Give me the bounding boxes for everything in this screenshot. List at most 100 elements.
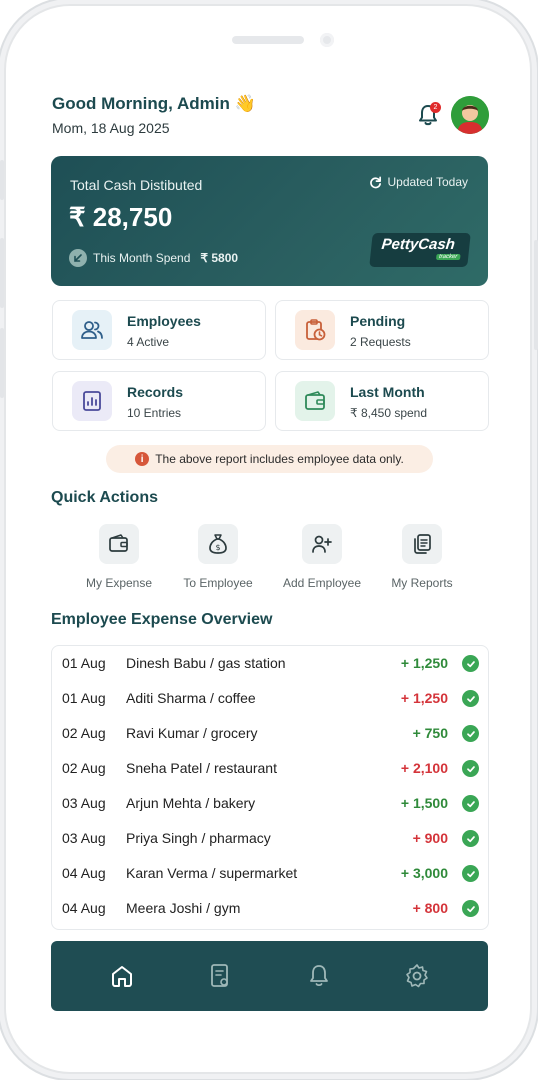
list-item[interactable]: 02 Aug Sneha Patel / restaurant + 2,100 — [52, 751, 488, 786]
row-amount: + 800 — [412, 900, 448, 916]
quick-actions-title: Quick Actions — [51, 489, 158, 506]
row-description: Meera Joshi / gym — [126, 900, 241, 916]
tile-last-month[interactable]: Last Month ₹ 8,450 spend — [275, 371, 489, 431]
money-bag-icon: $ — [198, 524, 238, 564]
side-button — [0, 238, 4, 308]
bottom-nav — [51, 941, 488, 1011]
card-amount: ₹ 28,750 — [69, 202, 173, 232]
month-spend-value: ₹ 5800 — [200, 251, 239, 265]
list-item[interactable]: 02 Aug Ravi Kumar / grocery + 750 — [52, 716, 488, 751]
tile-subtitle: ₹ 8,450 spend — [350, 406, 428, 420]
tile-title: Pending — [350, 313, 406, 329]
side-button — [0, 328, 4, 398]
check-icon — [462, 725, 479, 742]
row-date: 02 Aug — [62, 725, 106, 741]
updated-label: Updated Today — [387, 175, 468, 189]
row-amount: + 3,000 — [400, 865, 448, 881]
row-date: 03 Aug — [62, 795, 106, 811]
list-item[interactable]: 01 Aug Aditi Sharma / coffee + 1,250 — [52, 681, 488, 716]
home-icon[interactable] — [108, 962, 136, 990]
row-description: Arjun Mehta / bakery — [126, 795, 256, 811]
row-date: 01 Aug — [62, 690, 106, 706]
tile-title: Records — [127, 384, 184, 400]
tile-records[interactable]: Records 10 Entries — [52, 371, 266, 431]
check-icon — [462, 865, 479, 882]
info-notice: i The above report includes employee dat… — [106, 445, 433, 473]
check-icon — [462, 760, 479, 777]
list-item[interactable]: 03 Aug Arjun Mehta / bakery + 1,500 — [52, 786, 488, 821]
row-date: 03 Aug — [62, 830, 106, 846]
tile-employees[interactable]: Employees 4 Active — [52, 300, 266, 360]
side-button — [0, 160, 4, 200]
row-date: 01 Aug — [62, 655, 106, 671]
quick-action-label: Add Employee — [282, 576, 362, 590]
check-icon — [462, 900, 479, 917]
tile-title: Employees — [127, 313, 201, 329]
check-icon — [462, 830, 479, 847]
wallet-icon — [99, 524, 139, 564]
card-title: Total Cash Distibuted — [70, 177, 203, 193]
row-date: 02 Aug — [62, 760, 106, 776]
documents-icon — [402, 524, 442, 564]
check-icon — [462, 655, 479, 672]
row-description: Karan Verma / supermarket — [126, 865, 298, 881]
total-cash-card: Total Cash Distibuted ₹ 28,750 Updated T… — [51, 156, 488, 286]
notice-text: The above report includes employee data … — [155, 452, 404, 466]
quick-action-label: My Reports — [391, 576, 453, 590]
avatar-icon — [451, 96, 489, 134]
tile-subtitle: 4 Active — [127, 335, 170, 349]
overview-title: Employee Expense Overview — [51, 611, 273, 628]
svg-text:$: $ — [215, 543, 220, 552]
row-date: 04 Aug — [62, 865, 106, 881]
pettycash-logo: PettyCash tracker — [369, 233, 471, 267]
info-icon: i — [135, 452, 150, 466]
row-date: 04 Aug — [62, 900, 106, 916]
add-user-icon — [302, 524, 342, 564]
tile-subtitle: 2 Requests — [350, 335, 411, 349]
check-icon — [462, 690, 479, 707]
logo-sub: tracker — [435, 254, 461, 260]
tile-subtitle: 10 Entries — [127, 406, 182, 420]
row-amount: + 750 — [412, 725, 448, 741]
list-item[interactable]: 03 Aug Priya Singh / pharmacy + 900 — [52, 821, 488, 856]
list-item[interactable]: 04 Aug Meera Joshi / gym + 800 — [52, 891, 488, 926]
quick-action-to-employee[interactable]: $ To Employee — [166, 524, 270, 590]
month-spend: This Month Spend ₹ 5800 — [69, 249, 238, 267]
list-item[interactable]: 01 Aug Dinesh Babu / gas station + 1,250 — [52, 646, 488, 681]
month-spend-label: This Month Spend — [93, 251, 191, 265]
speaker-bar — [232, 36, 304, 44]
gear-icon[interactable] — [403, 962, 431, 990]
greeting: Good Morning, Admin 👋 — [52, 94, 256, 113]
quick-action-my-reports[interactable]: My Reports — [370, 524, 474, 590]
row-description: Priya Singh / pharmacy — [126, 830, 271, 846]
avatar[interactable] — [451, 96, 489, 134]
row-amount: + 2,100 — [400, 760, 448, 776]
row-amount: + 900 — [412, 830, 448, 846]
expense-list: 01 Aug Dinesh Babu / gas station + 1,250… — [51, 645, 489, 930]
quick-action-label: To Employee — [183, 576, 253, 590]
tile-title: Last Month — [350, 384, 425, 400]
tile-pending[interactable]: Pending 2 Requests — [275, 300, 489, 360]
row-amount: + 1,500 — [400, 795, 448, 811]
camera — [320, 33, 334, 47]
wallet-icon — [295, 381, 335, 421]
row-amount: + 1,250 — [400, 690, 448, 706]
report-view-icon[interactable] — [206, 962, 234, 990]
notification-badge: 2 — [430, 102, 441, 113]
row-description: Sneha Patel / restaurant — [126, 760, 277, 776]
quick-action-add-employee[interactable]: Add Employee — [270, 524, 374, 590]
report-icon — [72, 381, 112, 421]
row-description: Dinesh Babu / gas station — [126, 655, 286, 671]
row-description: Aditi Sharma / coffee — [126, 690, 256, 706]
quick-action-label: My Expense — [85, 576, 153, 590]
clipboard-clock-icon — [295, 310, 335, 350]
updated-status[interactable]: Updated Today — [369, 175, 468, 189]
check-icon — [462, 795, 479, 812]
list-item[interactable]: 04 Aug Karan Verma / supermarket + 3,000 — [52, 856, 488, 891]
quick-action-my-expense[interactable]: My Expense — [67, 524, 171, 590]
bell-icon[interactable] — [305, 962, 333, 990]
logo-text: PettyCash — [380, 236, 456, 253]
side-button — [534, 240, 538, 350]
current-date: Mom, 18 Aug 2025 — [52, 120, 170, 136]
arrow-down-left-icon — [69, 249, 87, 267]
